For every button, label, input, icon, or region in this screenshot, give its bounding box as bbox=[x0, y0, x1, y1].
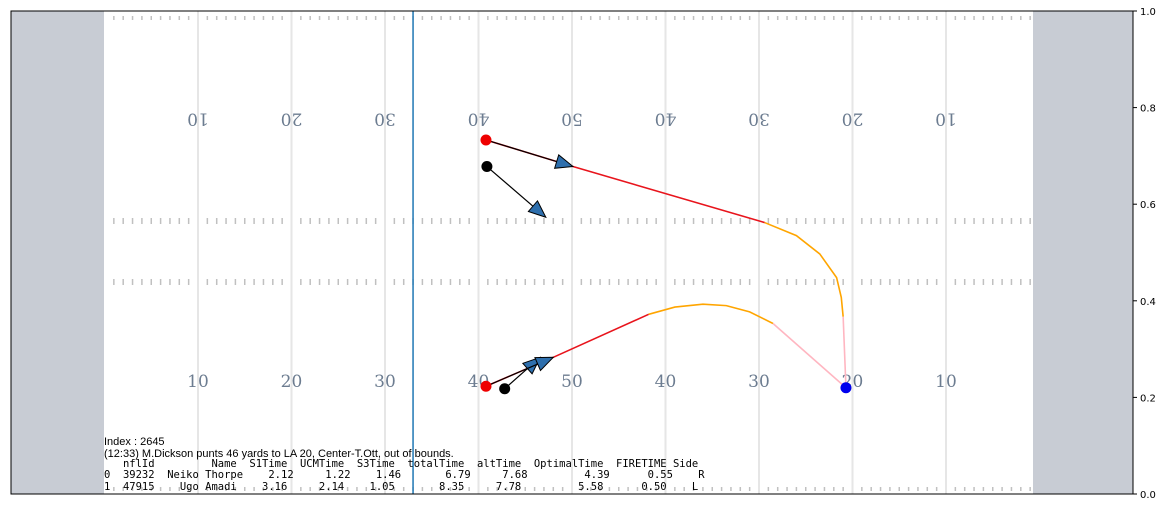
yard-number-top: 10 bbox=[935, 109, 957, 129]
direction-arrow-shaft bbox=[486, 166, 534, 207]
yard-number-bottom: 10 bbox=[935, 372, 957, 392]
yard-number-bottom: 30 bbox=[374, 372, 396, 392]
player-marker-red bbox=[480, 380, 492, 392]
yard-number-top: 30 bbox=[374, 109, 396, 129]
yard-number-bottom: 30 bbox=[748, 372, 770, 392]
index-label: Index : 2645 bbox=[104, 436, 165, 448]
direction-arrow-shaft bbox=[485, 363, 538, 387]
table-header: nflId Name S1Time UCMTime S3Time totalTi… bbox=[104, 458, 698, 470]
yard-number-top: 20 bbox=[842, 109, 864, 129]
direction-arrow-head bbox=[553, 154, 575, 169]
table-row: 0 39232 Neiko Thorpe 2.12 1.22 1.46 6.79… bbox=[104, 469, 705, 481]
trajectory-orange-lower bbox=[648, 303, 774, 325]
play-description: (12:33) M.Dickson punts 46 yards to LA 2… bbox=[104, 448, 454, 460]
yard-number-top: 20 bbox=[281, 109, 303, 129]
yard-number-bottom: 20 bbox=[281, 372, 303, 392]
trajectory-pink-upper bbox=[842, 316, 847, 388]
direction-arrow-shaft bbox=[485, 139, 557, 163]
player-marker-black bbox=[481, 161, 493, 173]
plot-frame bbox=[10, 10, 1134, 495]
player-marker-blue bbox=[840, 382, 852, 394]
direction-arrow-head bbox=[527, 199, 547, 219]
yard-number-bottom: 10 bbox=[187, 372, 209, 392]
yard-number-bottom: 50 bbox=[561, 372, 583, 392]
y-tick-label: 1.0 bbox=[1140, 7, 1156, 18]
direction-arrow-head bbox=[534, 356, 555, 372]
left-endzone bbox=[11, 11, 104, 494]
player-marker-black bbox=[499, 383, 511, 395]
y-tick-label: 0.4 bbox=[1140, 297, 1156, 308]
trajectory-orange-upper bbox=[764, 221, 844, 317]
right-endzone bbox=[1033, 11, 1133, 494]
yard-number-top: 40 bbox=[655, 109, 677, 129]
y-tick-label: 0.0 bbox=[1140, 490, 1156, 501]
trajectory-pink-lower bbox=[772, 322, 847, 389]
yard-number-top: 40 bbox=[468, 109, 490, 129]
yard-number-top: 30 bbox=[748, 109, 770, 129]
yard-number-bottom: 40 bbox=[655, 372, 677, 392]
y-tick-label: 0.8 bbox=[1140, 104, 1156, 115]
table-row: 1 47915 Ugo Amadi 3.16 2.14 1.05 8.35 7.… bbox=[104, 481, 698, 493]
yard-number-top: 50 bbox=[561, 109, 583, 129]
y-tick-label: 0.6 bbox=[1140, 200, 1156, 211]
y-tick-label: 0.2 bbox=[1140, 393, 1156, 404]
player-marker-red bbox=[480, 134, 492, 146]
yard-number-top: 10 bbox=[187, 109, 209, 129]
